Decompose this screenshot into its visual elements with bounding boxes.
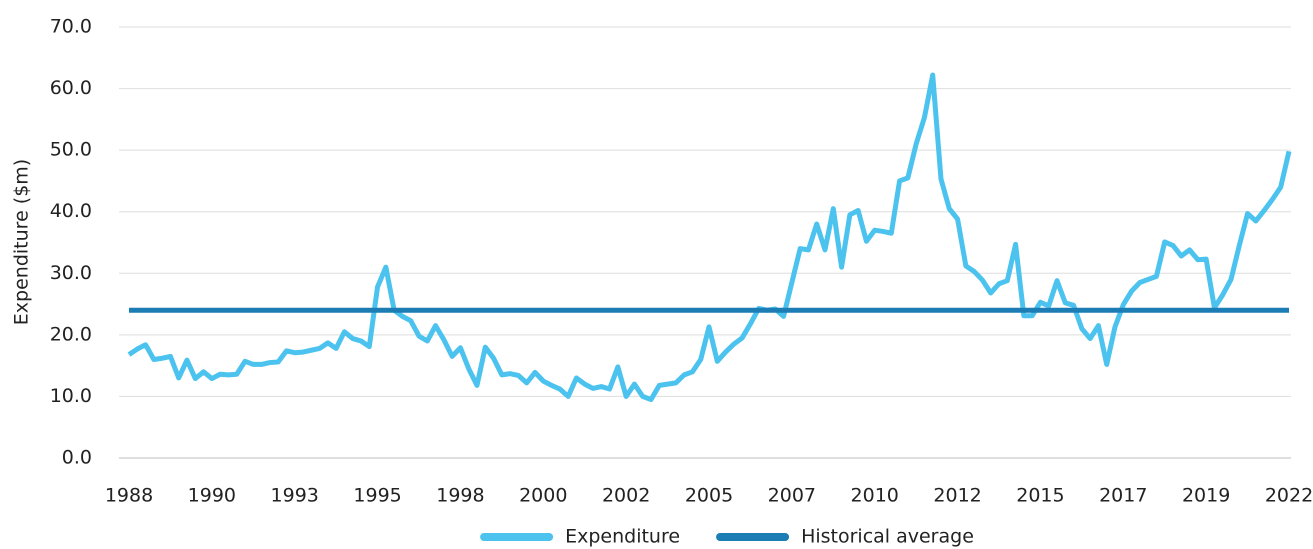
series-line	[127, 72, 1292, 403]
x-tick-label: 2015	[1016, 485, 1064, 507]
x-tick-label: 1995	[353, 485, 401, 507]
y-tick-label: 0.0	[62, 447, 92, 469]
x-tick-label: 2002	[602, 485, 650, 507]
legend-label: Historical average	[801, 526, 974, 548]
x-tick-label: 2017	[1099, 485, 1147, 507]
y-tick-label: 70.0	[50, 16, 92, 38]
legend-label: Expenditure	[565, 526, 680, 548]
x-tick-label: 1990	[188, 485, 236, 507]
y-tick-label: 20.0	[50, 323, 92, 345]
y-tick-label: 50.0	[50, 139, 92, 161]
y-axis-label: Expenditure ($m)	[11, 159, 33, 325]
y-tick-label: 30.0	[50, 262, 92, 284]
x-tick-label: 2000	[519, 485, 567, 507]
x-tick-label: 2022	[1265, 485, 1313, 507]
x-tick-label: 2019	[1182, 485, 1230, 507]
x-tick-label: 1993	[271, 485, 319, 507]
y-tick-label: 40.0	[50, 200, 92, 222]
x-tick-label: 2005	[685, 485, 733, 507]
x-tick-label: 2010	[851, 485, 899, 507]
y-tick-label: 60.0	[50, 77, 92, 99]
x-tick-label: 2012	[933, 485, 981, 507]
x-tick-label: 1988	[105, 485, 153, 507]
x-tick-label: 2007	[768, 485, 816, 507]
x-tick-label: 1998	[436, 485, 484, 507]
y-tick-label: 10.0	[50, 385, 92, 407]
